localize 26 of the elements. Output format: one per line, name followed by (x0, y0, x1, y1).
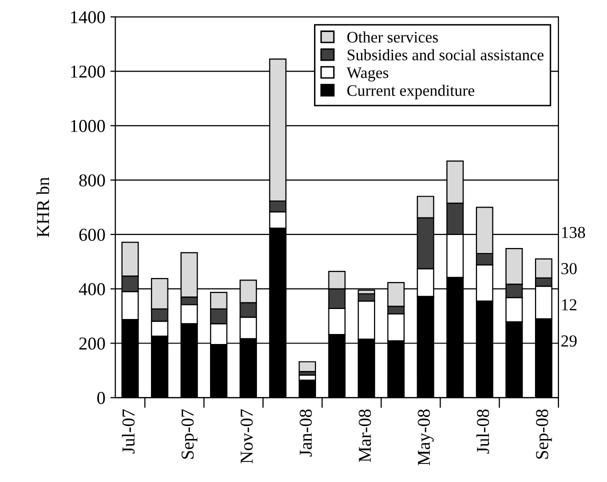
legend-label: Subsidies and social assistance (348, 49, 544, 60)
y-tick-label: 800 (79, 174, 105, 187)
y-tick-label: 1400 (71, 11, 105, 24)
x-tick-label: Jan-08 (300, 409, 312, 457)
y-tick-label: 1000 (71, 120, 105, 132)
text: 138 (562, 226, 586, 238)
legend-label: Other services (347, 31, 438, 43)
legend-label: Wages (346, 68, 388, 82)
x-tick-label: Nov-07 (240, 409, 253, 464)
y-tick-label: 200 (79, 338, 105, 350)
text: 30 (561, 263, 577, 274)
x-tick-label: Sep-08 (536, 409, 552, 459)
bar (298, 361, 316, 372)
x-tick-label: Mar-08 (358, 409, 371, 462)
y-tick-label: 0 (97, 392, 105, 404)
text: 29 (561, 335, 577, 347)
legend-label: Current expenditure (347, 84, 474, 100)
text: 12 (562, 299, 576, 310)
y-axis-title: KHR bn (36, 177, 50, 238)
x-tick-label: Sep-07 (182, 409, 198, 459)
y-tick-label: 400 (78, 283, 105, 296)
x-tick-label: Jul-07 (122, 409, 135, 454)
y-tick-label: 1200 (71, 66, 105, 78)
x-tick-label: May-08 (418, 409, 434, 466)
x-tick-label: Jul-08 (476, 409, 490, 454)
y-tick-label: 600 (79, 228, 105, 241)
